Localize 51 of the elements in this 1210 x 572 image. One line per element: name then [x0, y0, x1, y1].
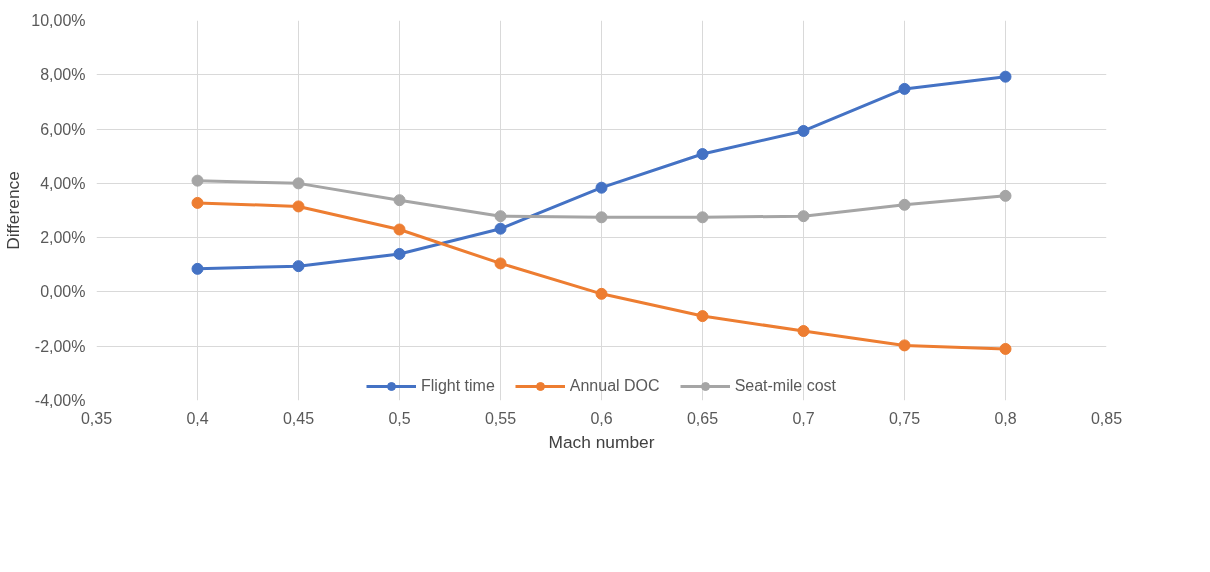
x-tick-label: 0,85 — [1090, 409, 1123, 427]
point — [292, 177, 305, 190]
point — [696, 211, 709, 224]
legend-label: Seat-mile cost — [734, 377, 836, 395]
point — [595, 287, 608, 300]
y-tick-label: 2,00% — [40, 229, 86, 247]
point — [191, 174, 204, 187]
y-tick-label: 8,00% — [40, 66, 86, 84]
point — [898, 82, 911, 95]
x-tick-label: 0,5 — [388, 409, 411, 427]
legend-label: Annual DOC — [569, 377, 660, 395]
point — [393, 223, 406, 236]
point — [898, 339, 911, 352]
legend-label: Flight time — [421, 377, 495, 395]
y-tick-label: 4,00% — [40, 174, 86, 192]
x-tick-label: 0,6 — [590, 409, 613, 427]
point — [898, 198, 911, 211]
x-tick-label: 0,65 — [686, 409, 719, 427]
x-tick-label: 0,4 — [186, 409, 209, 427]
x-tick-label: 0,75 — [888, 409, 921, 427]
point — [292, 260, 305, 273]
x-tick-label: 0,45 — [282, 409, 315, 427]
point — [191, 262, 204, 275]
y-axis-title: Difference — [3, 171, 24, 250]
point — [696, 148, 709, 161]
y-tick-label: 10,00% — [31, 12, 86, 29]
point — [595, 211, 608, 224]
x-axis-title: Mach number — [548, 431, 655, 452]
point — [797, 210, 810, 223]
point — [595, 181, 608, 194]
x-tick-label: 0,55 — [484, 409, 517, 427]
point — [797, 325, 810, 337]
y-tick-label: 6,00% — [40, 120, 86, 138]
x-tick-label: 0,8 — [994, 409, 1017, 427]
point — [292, 200, 305, 213]
point — [696, 310, 709, 323]
point — [999, 189, 1012, 202]
x-tick-label: 0,7 — [792, 409, 815, 427]
x-tick-label: 0,35 — [80, 409, 113, 427]
point — [393, 194, 406, 207]
point — [999, 342, 1012, 355]
point — [494, 222, 507, 235]
point — [494, 210, 507, 223]
y-tick-label: 0,00% — [40, 283, 86, 301]
point — [797, 124, 810, 137]
point — [999, 70, 1012, 83]
point — [191, 196, 204, 209]
y-tick-label: -4,00% — [34, 392, 86, 409]
point — [393, 247, 406, 260]
y-tick-label: -2,00% — [34, 337, 86, 355]
point — [494, 257, 507, 270]
